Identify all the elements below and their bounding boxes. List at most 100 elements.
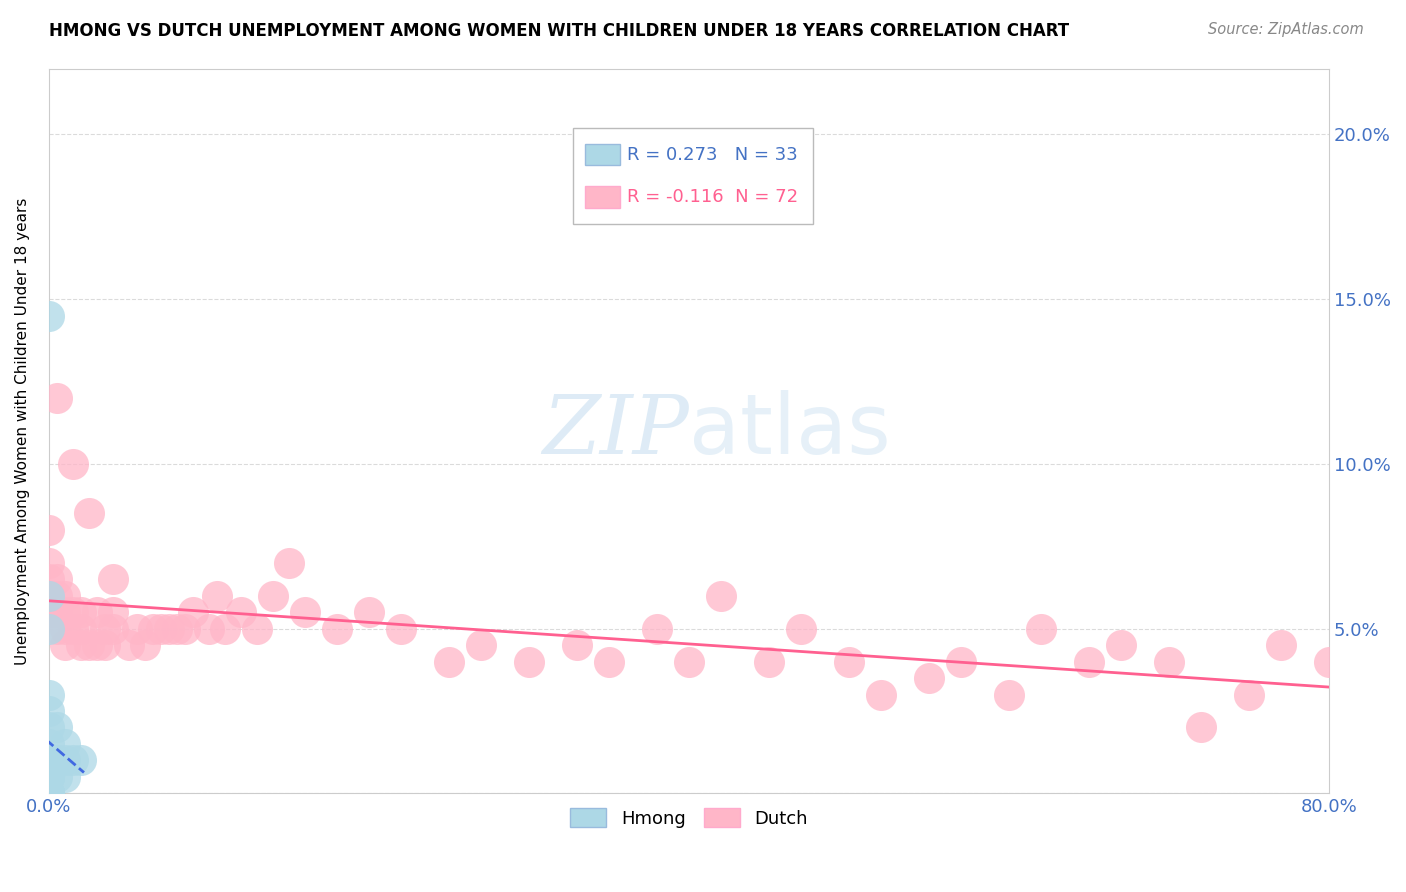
- Point: [710, 589, 733, 603]
- Point: [998, 688, 1021, 702]
- Point: [94, 638, 117, 652]
- Point: [38, 770, 60, 784]
- Point: [1317, 655, 1340, 669]
- Point: [1029, 622, 1052, 636]
- Point: [69, 753, 91, 767]
- Point: [38, 572, 60, 586]
- Point: [38, 786, 60, 800]
- Point: [1237, 688, 1260, 702]
- Point: [950, 655, 973, 669]
- Point: [101, 622, 124, 636]
- Text: R = -0.116  N = 72: R = -0.116 N = 72: [627, 188, 799, 206]
- Point: [838, 655, 860, 669]
- Point: [38, 605, 60, 619]
- Point: [262, 589, 284, 603]
- Point: [758, 655, 780, 669]
- Point: [45, 605, 67, 619]
- Point: [69, 622, 91, 636]
- Point: [38, 786, 60, 800]
- Point: [38, 770, 60, 784]
- Point: [181, 605, 204, 619]
- Point: [157, 622, 180, 636]
- Point: [198, 622, 221, 636]
- Point: [38, 786, 60, 800]
- Point: [94, 622, 117, 636]
- Point: [38, 556, 60, 570]
- Point: [38, 704, 60, 718]
- Point: [38, 523, 60, 537]
- Y-axis label: Unemployment Among Women with Children Under 18 years: Unemployment Among Women with Children U…: [15, 197, 30, 665]
- Point: [38, 622, 60, 636]
- Point: [678, 655, 700, 669]
- Point: [277, 556, 299, 570]
- Point: [101, 605, 124, 619]
- Point: [790, 622, 813, 636]
- Point: [389, 622, 412, 636]
- Point: [1270, 638, 1292, 652]
- Point: [45, 753, 67, 767]
- Point: [53, 638, 76, 652]
- Point: [598, 655, 620, 669]
- Point: [69, 638, 91, 652]
- Point: [86, 638, 108, 652]
- Point: [38, 737, 60, 751]
- Point: [62, 753, 84, 767]
- Point: [38, 753, 60, 767]
- Point: [918, 671, 941, 685]
- Point: [45, 770, 67, 784]
- Point: [38, 770, 60, 784]
- Point: [45, 572, 67, 586]
- Point: [38, 786, 60, 800]
- Point: [166, 622, 188, 636]
- Point: [357, 605, 380, 619]
- Point: [38, 770, 60, 784]
- Point: [38, 786, 60, 800]
- Point: [294, 605, 316, 619]
- Point: [870, 688, 893, 702]
- Point: [77, 638, 100, 652]
- Text: atlas: atlas: [689, 391, 890, 472]
- Point: [86, 605, 108, 619]
- Point: [38, 786, 60, 800]
- Text: R = 0.273   N = 33: R = 0.273 N = 33: [627, 145, 797, 163]
- Point: [38, 309, 60, 323]
- Point: [62, 622, 84, 636]
- Point: [229, 605, 252, 619]
- Point: [38, 786, 60, 800]
- Point: [53, 737, 76, 751]
- Point: [38, 753, 60, 767]
- Point: [62, 605, 84, 619]
- Point: [214, 622, 236, 636]
- Point: [45, 589, 67, 603]
- Point: [38, 721, 60, 735]
- Point: [437, 655, 460, 669]
- Point: [125, 622, 148, 636]
- Point: [1159, 655, 1181, 669]
- Point: [1189, 721, 1212, 735]
- Point: [53, 753, 76, 767]
- Legend: Hmong, Dutch: Hmong, Dutch: [562, 801, 815, 835]
- Point: [38, 786, 60, 800]
- Point: [470, 638, 492, 652]
- Point: [1078, 655, 1101, 669]
- Point: [565, 638, 588, 652]
- Point: [38, 589, 60, 603]
- Point: [38, 786, 60, 800]
- Point: [134, 638, 156, 652]
- Point: [326, 622, 349, 636]
- Text: HMONG VS DUTCH UNEMPLOYMENT AMONG WOMEN WITH CHILDREN UNDER 18 YEARS CORRELATION: HMONG VS DUTCH UNEMPLOYMENT AMONG WOMEN …: [49, 22, 1070, 40]
- Point: [246, 622, 269, 636]
- Point: [173, 622, 195, 636]
- Point: [38, 786, 60, 800]
- Text: Source: ZipAtlas.com: Source: ZipAtlas.com: [1208, 22, 1364, 37]
- Point: [1109, 638, 1132, 652]
- Point: [69, 605, 91, 619]
- Point: [38, 786, 60, 800]
- Point: [53, 770, 76, 784]
- Point: [149, 622, 172, 636]
- Point: [77, 506, 100, 520]
- Point: [101, 572, 124, 586]
- Point: [38, 688, 60, 702]
- Point: [53, 605, 76, 619]
- Point: [62, 457, 84, 471]
